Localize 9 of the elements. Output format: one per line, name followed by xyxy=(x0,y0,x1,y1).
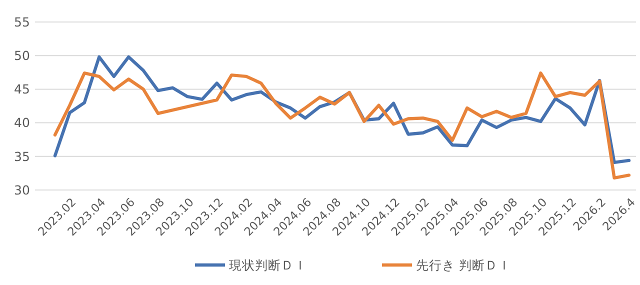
line-series xyxy=(53,71,631,180)
y-tick-label: 35 xyxy=(14,148,30,164)
legend-label: 現状判断ＤＩ xyxy=(229,257,307,272)
y-tick-label: 55 xyxy=(14,14,30,30)
y-tick-label: 30 xyxy=(14,182,30,198)
y-tick-label: 50 xyxy=(14,48,30,63)
y-tick-label: 45 xyxy=(14,82,30,97)
legend-label: 先行き 判断ＤＩ xyxy=(416,257,511,272)
y-tick-label: 40 xyxy=(14,115,30,130)
